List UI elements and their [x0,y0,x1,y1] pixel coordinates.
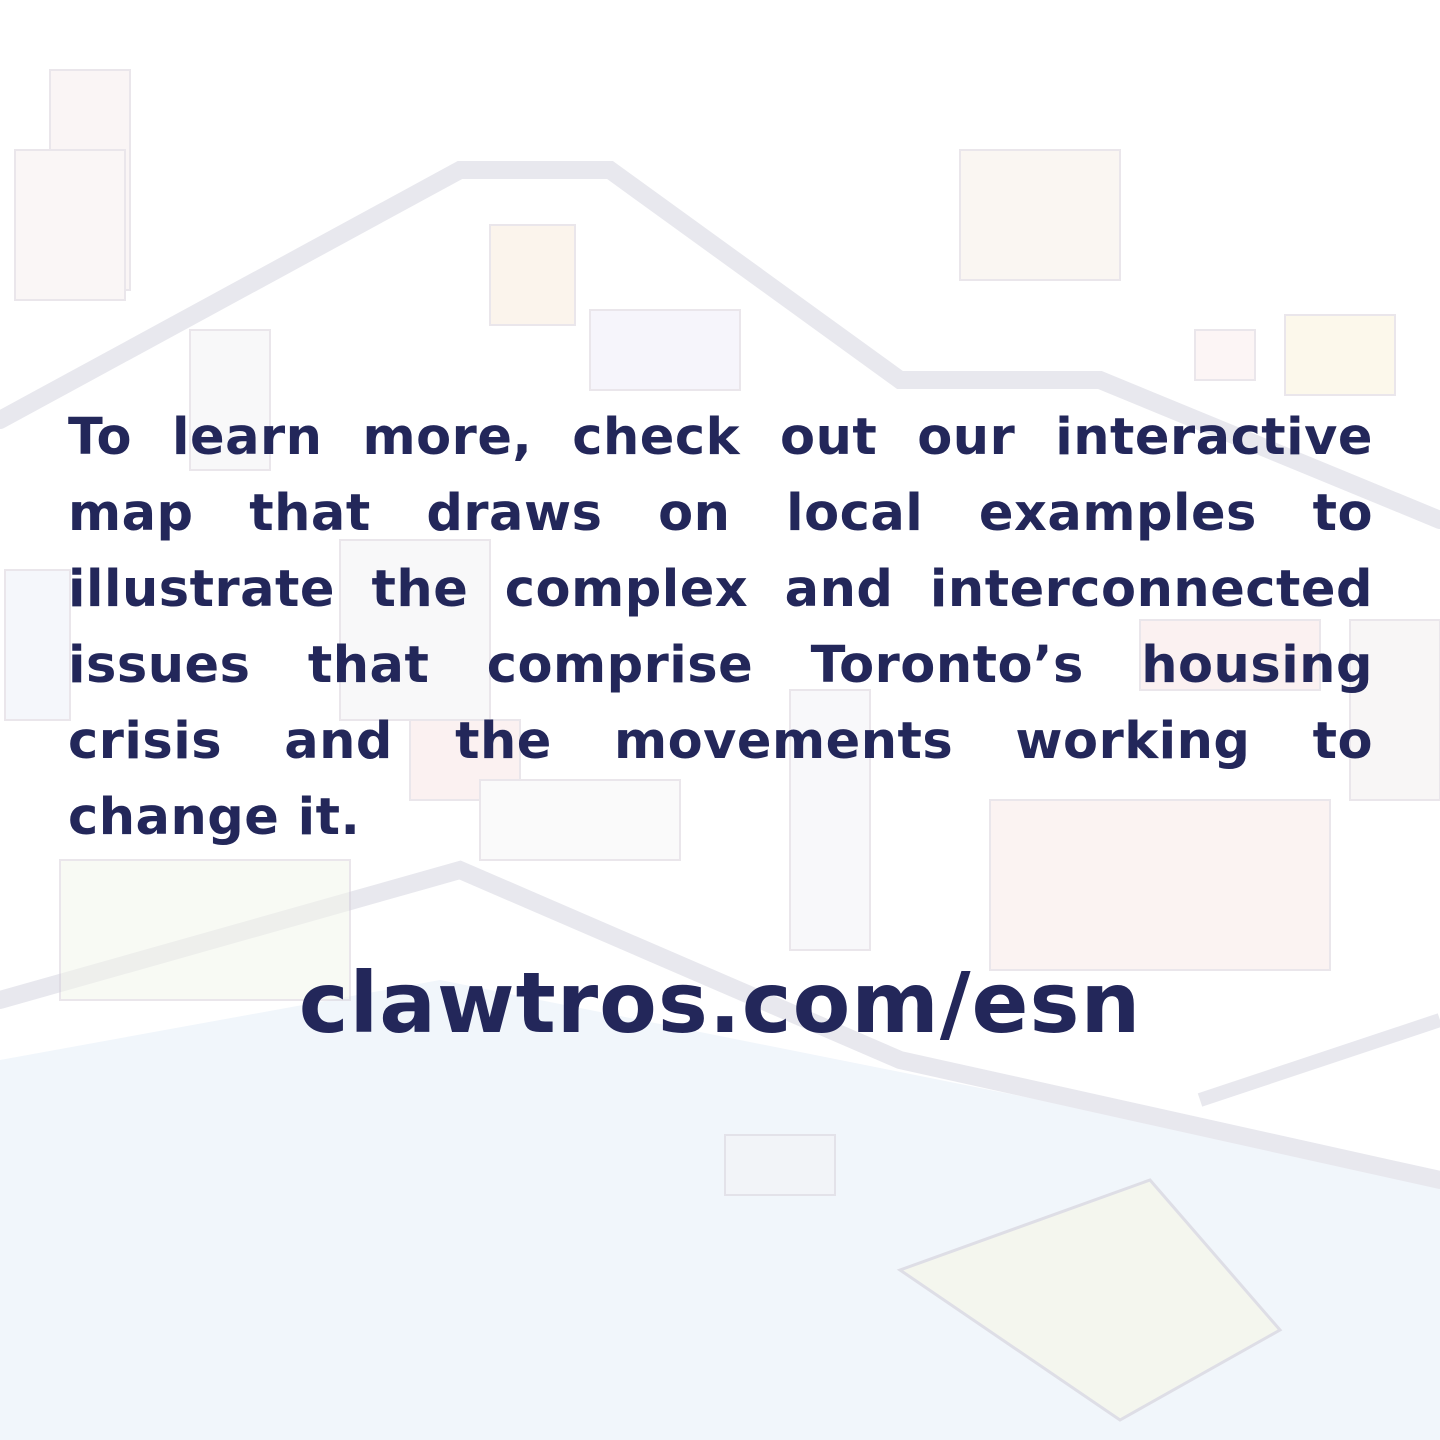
island [896,1178,1283,1422]
website-url[interactable]: clawtros.com/esn [298,954,1142,1052]
buildings [4,69,1440,1196]
body-text: To learn more, check out our interactive… [68,408,1373,847]
road-upper [0,161,1440,529]
road-right [1197,1013,1440,1107]
